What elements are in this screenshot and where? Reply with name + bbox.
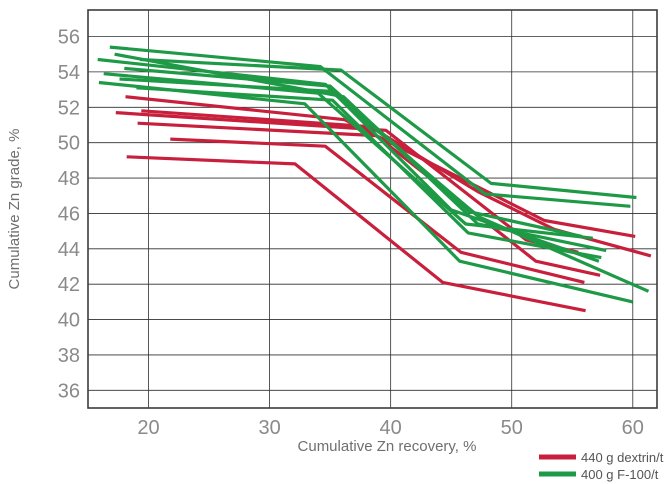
plot-frame	[87, 9, 658, 409]
y-tick-label: 36	[58, 380, 80, 402]
series-lines	[97, 45, 652, 313]
y-tick-label: 46	[58, 203, 80, 225]
series-line	[170, 137, 585, 284]
series-line	[140, 57, 637, 200]
y-tick-label: 52	[58, 97, 80, 119]
legend-label-f100: 400 g F-100/t	[581, 467, 659, 482]
y-tick-label: 48	[58, 168, 80, 190]
x-tick-label: 40	[380, 417, 402, 439]
series-line	[119, 77, 650, 293]
legend-label-dextrin: 440 g dextrin/t	[581, 450, 664, 465]
y-tick-labels: 36 38 40 42 44 46 48 50 52 54 56	[58, 27, 80, 403]
grid-lines	[88, 10, 657, 408]
series-line	[109, 45, 631, 208]
y-tick-label: 44	[58, 239, 80, 261]
legend: 440 g dextrin/t 400 g F-100/t	[539, 450, 664, 482]
y-axis-title: Cumulative Zn grade, %	[6, 129, 23, 290]
series-group-2	[97, 45, 650, 304]
x-tick-label: 30	[258, 417, 280, 439]
y-tick-label: 42	[58, 274, 80, 296]
x-tick-label: 50	[501, 417, 523, 439]
y-tick-label: 56	[58, 27, 80, 49]
series-line	[126, 155, 586, 313]
series-group-1	[115, 95, 652, 313]
x-tick-labels: 20 30 40 50 60	[137, 417, 644, 439]
y-tick-label: 40	[58, 310, 80, 332]
y-tick-label: 38	[58, 345, 80, 367]
y-tick-label: 50	[58, 133, 80, 155]
x-tick-label: 20	[137, 417, 159, 439]
y-tick-label: 54	[58, 62, 80, 84]
x-tick-label: 60	[622, 417, 644, 439]
x-axis-title: Cumulative Zn recovery, %	[298, 438, 477, 455]
